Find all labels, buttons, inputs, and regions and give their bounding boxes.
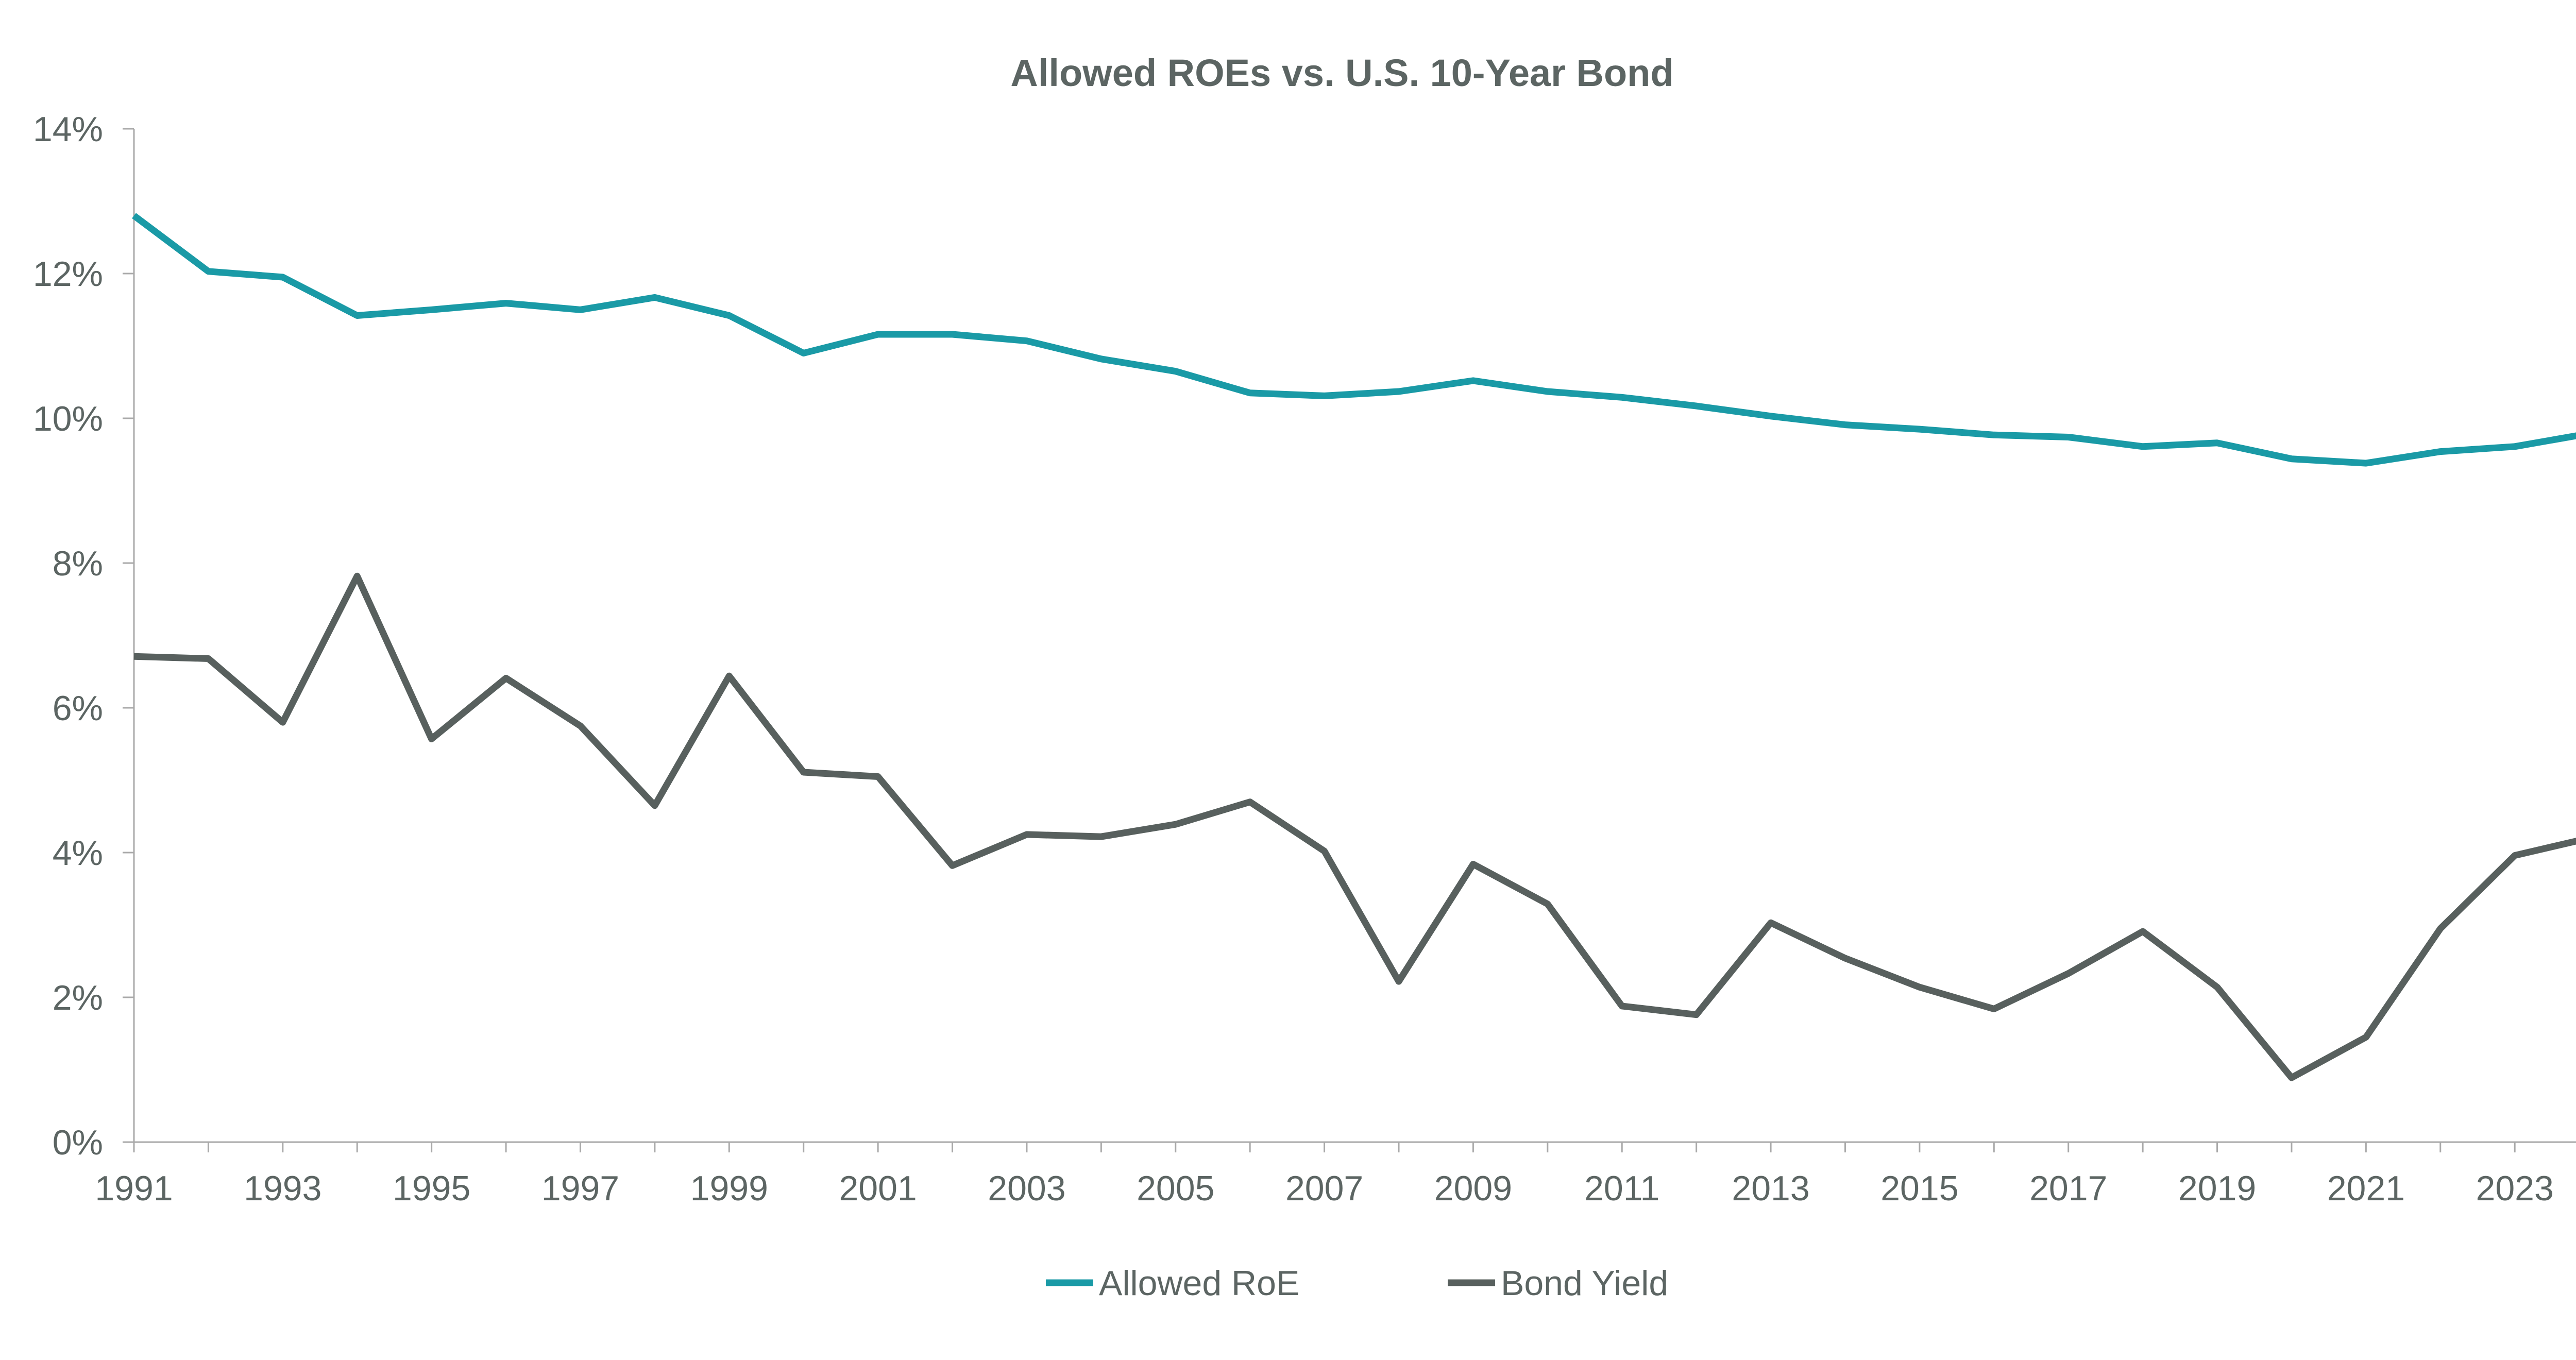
x-tick-label: 2005 bbox=[1137, 1169, 1214, 1208]
chart-title: Allowed ROEs vs. U.S. 10-Year Bond bbox=[1010, 52, 1673, 94]
legend: Allowed RoE Bond Yield bbox=[1046, 1264, 1668, 1303]
x-axis-tick-labels: 1991 1993 1995 1997 1999 2001 2003 2005 2007 2009… bbox=[95, 1142, 2554, 1208]
y-tick-label: 10% bbox=[33, 399, 103, 438]
x-tick-label: 2015 bbox=[1880, 1169, 1958, 1208]
x-tick-label: 2023 bbox=[2476, 1169, 2554, 1208]
x-tick-label: 2013 bbox=[1732, 1169, 1809, 1208]
legend-label-bond-yield: Bond Yield bbox=[1501, 1264, 1668, 1303]
series-lines bbox=[132, 213, 2576, 1081]
y-tick-label: 4% bbox=[53, 834, 103, 873]
x-tick-label: 2019 bbox=[2178, 1169, 2256, 1208]
y-tick-label: 2% bbox=[53, 978, 103, 1017]
y-tick-label: 6% bbox=[53, 689, 103, 728]
x-tick-label: 1997 bbox=[541, 1169, 619, 1208]
series-line-allowed-roe bbox=[132, 213, 2576, 467]
series-line-bond-yield bbox=[133, 572, 2576, 1081]
y-tick-label: 14% bbox=[33, 110, 103, 149]
x-tick-label: 2009 bbox=[1434, 1169, 1512, 1208]
y-tick-label: 12% bbox=[33, 254, 103, 294]
x-tick-label: 2011 bbox=[1584, 1169, 1659, 1208]
x-tick-label: 2001 bbox=[839, 1169, 917, 1208]
x-tick-label: 2017 bbox=[2029, 1169, 2107, 1208]
legend-label-allowed-roe: Allowed RoE bbox=[1099, 1264, 1299, 1303]
axes-group bbox=[133, 129, 2576, 1143]
x-tick-label: 1995 bbox=[393, 1169, 470, 1208]
y-tick-label: 0% bbox=[53, 1123, 103, 1162]
x-tick-label: 1999 bbox=[690, 1169, 768, 1208]
x-tick-label: 2007 bbox=[1285, 1169, 1363, 1208]
y-axis-tick-labels: 0% 2% 4% 6% 8% 10% 12% 14% bbox=[33, 110, 134, 1162]
y-tick-label: 8% bbox=[53, 544, 103, 583]
x-tick-label: 1993 bbox=[244, 1169, 321, 1208]
x-tick-label: 1991 bbox=[95, 1169, 173, 1208]
x-tick-label: 2021 bbox=[2327, 1169, 2405, 1208]
x-tick-label: 2003 bbox=[988, 1169, 1065, 1208]
